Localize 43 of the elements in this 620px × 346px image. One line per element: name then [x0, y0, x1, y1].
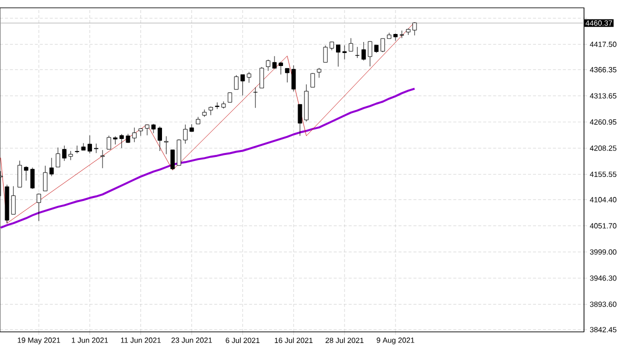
candlestick: [323, 45, 328, 63]
candlestick: [11, 186, 16, 215]
candlestick: [18, 160, 22, 188]
candlestick: [183, 124, 188, 144]
candlestick: [94, 143, 98, 154]
candlestick: [285, 68, 290, 83]
candlestick: [240, 74, 245, 96]
candlestick: [164, 136, 168, 154]
candlestick: [88, 135, 92, 154]
candlestick: [43, 165, 48, 192]
candlestick: [151, 124, 156, 134]
candlestick: [253, 87, 258, 108]
candlestick: [336, 44, 340, 67]
candlestick: [49, 158, 54, 176]
candlestick: [81, 142, 86, 151]
candlestick: [36, 193, 42, 222]
candlestick: [361, 42, 366, 61]
candlestick: [30, 167, 35, 190]
candlestick: [74, 145, 80, 154]
candlestick: [272, 56, 277, 69]
candlestick: [119, 134, 124, 148]
candlestick: [316, 68, 322, 78]
candlestick: [24, 166, 28, 181]
candlestick: [106, 135, 112, 150]
candlestick: [144, 124, 150, 136]
candlestick: [202, 109, 207, 118]
candlestick: [266, 59, 270, 72]
candlestick: [393, 33, 398, 41]
candlestick: [278, 62, 284, 75]
candlestick: [298, 104, 302, 136]
candlestick: [68, 150, 73, 160]
candlestick: [62, 145, 66, 162]
candlestick: [234, 74, 238, 90]
candlestick: [260, 66, 264, 88]
candlestick: [246, 72, 252, 84]
candlestick: [380, 38, 385, 52]
candlestick: [355, 46, 360, 58]
candlestick: [56, 147, 60, 168]
candlestick: [158, 126, 162, 152]
candlestick: [412, 22, 417, 36]
candlestick: [310, 72, 315, 88]
candlestick: [100, 150, 105, 168]
candlestick: [291, 65, 296, 92]
